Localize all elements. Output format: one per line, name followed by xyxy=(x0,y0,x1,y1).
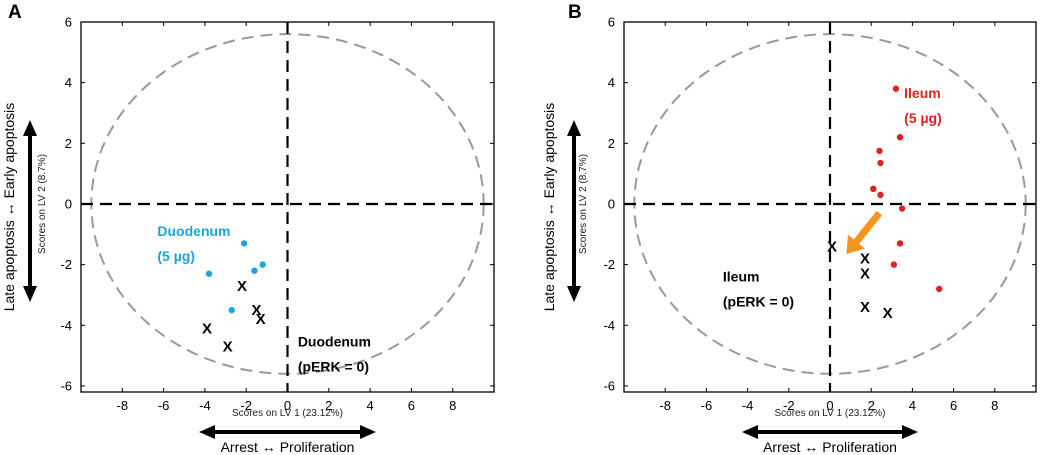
data-point-x: X xyxy=(827,238,837,255)
data-point xyxy=(935,285,943,293)
annotation-label: (pERK = 0) xyxy=(298,359,369,375)
x-arrow-label: Arrest ↔ Proliferation xyxy=(221,439,355,455)
x-arrow-head-right xyxy=(360,425,376,439)
data-point-x: X xyxy=(223,339,233,356)
data-point xyxy=(228,306,235,314)
data-point-x: X xyxy=(860,266,870,283)
panel-label: B xyxy=(568,2,582,23)
x-tick-label: 8 xyxy=(449,398,456,413)
y-tick-label: 0 xyxy=(65,196,72,211)
y-tick-label: 4 xyxy=(65,75,72,90)
y-tick-label: -2 xyxy=(60,257,72,272)
x-arrow-head-left xyxy=(742,425,758,439)
x-tick-label: -8 xyxy=(659,398,671,413)
x-tick-label: -2 xyxy=(783,398,795,413)
x-tick-label: 8 xyxy=(991,398,998,413)
data-point-x: X xyxy=(256,311,266,328)
data-point xyxy=(896,134,904,141)
annotation-label: Duodenum xyxy=(298,334,371,350)
y-tick-label: 6 xyxy=(608,15,615,30)
x-tick-label: 4 xyxy=(909,398,916,413)
data-point xyxy=(259,261,266,268)
y-tick-label: -2 xyxy=(603,257,615,272)
x-arrow-label: Arrest ↔ Proliferation xyxy=(763,439,897,455)
x-tick-label: 6 xyxy=(408,398,415,413)
annotation-label: Ileum xyxy=(723,268,760,284)
data-point xyxy=(877,191,884,199)
x-axis-label: Scores on LV 1 (23.12%) xyxy=(232,408,343,419)
y-arrow-head-top xyxy=(567,120,581,136)
x-tick-label: 2 xyxy=(325,398,332,413)
x-tick-label: 4 xyxy=(366,398,373,413)
y-tick-label: 2 xyxy=(608,136,615,151)
y-arrow-head-bottom xyxy=(567,286,581,302)
x-tick-label: 0 xyxy=(826,398,833,413)
y-axis-label: Scores on LV 2 (8.7%) xyxy=(37,154,48,254)
y-tick-label: 2 xyxy=(65,136,72,151)
y-arrow-head-top xyxy=(23,120,37,136)
data-point xyxy=(240,240,248,247)
data-point xyxy=(251,267,258,274)
y-tick-label: 6 xyxy=(65,15,72,30)
y-tick-label: -6 xyxy=(603,378,615,393)
x-tick-label: 0 xyxy=(284,398,291,413)
panel-a: A -8 -6 -4 -2 0 2 4 6 8 -6 -4 -2 0 2 4 6 Scores on LV 1 (… xyxy=(1,2,495,455)
x-tick-label: -6 xyxy=(701,398,713,413)
data-point xyxy=(870,185,877,193)
data-point-x: X xyxy=(860,251,870,268)
x-tick-label: -8 xyxy=(117,398,129,413)
data-point xyxy=(877,159,884,167)
data-point xyxy=(892,85,900,92)
annotation-label: Duodenum xyxy=(157,223,230,239)
y-axis-label: Scores on LV 2 (8.7%) xyxy=(578,154,589,254)
x-tick-label: 6 xyxy=(950,398,957,413)
data-point xyxy=(876,147,883,155)
data-point xyxy=(896,240,904,247)
x-tick-label: 2 xyxy=(868,398,875,413)
y-arrow-head-bottom xyxy=(23,286,37,302)
y-arrow-label: Late apoptosis ↔ Early apoptosis xyxy=(541,103,557,312)
y-tick-label: -4 xyxy=(603,318,615,333)
highlight-arrow-shaft xyxy=(853,210,883,244)
y-tick-label: -6 xyxy=(60,378,72,393)
data-point-x: X xyxy=(252,302,262,319)
y-tick-label: 0 xyxy=(608,196,615,211)
annotation-label: Ileum xyxy=(904,85,941,101)
annotation-label: (pERK = 0) xyxy=(723,293,794,309)
data-point-x: X xyxy=(883,305,893,322)
annotation-label: (5 µg) xyxy=(904,110,942,126)
data-point xyxy=(898,205,906,212)
data-point xyxy=(890,261,898,268)
data-point-x: X xyxy=(860,299,870,316)
highlight-arrow-head xyxy=(846,234,866,255)
x-tick-label: -4 xyxy=(199,398,211,413)
annotation-label: (5 µg) xyxy=(157,248,195,264)
data-point xyxy=(205,270,213,277)
y-arrow-label: Late apoptosis ↔ Early apoptosis xyxy=(1,103,17,312)
x-tick-label: -4 xyxy=(742,398,754,413)
x-tick-label: -2 xyxy=(240,398,252,413)
y-tick-label: 4 xyxy=(608,75,615,90)
panel-b: B -8 -6 -4 -2 0 2 4 6 8 -6 -4 -2 0 2 4 6 Scores on LV 1 (… xyxy=(541,2,1037,455)
x-axis-label: Scores on LV 1 (23.12%) xyxy=(775,408,886,419)
data-point-x: X xyxy=(202,320,212,337)
data-point-x: X xyxy=(237,278,247,295)
panel-label: A xyxy=(8,2,22,23)
x-arrow-head-right xyxy=(902,425,918,439)
x-arrow-head-left xyxy=(199,425,215,439)
y-tick-label: -4 xyxy=(60,318,72,333)
x-tick-label: -6 xyxy=(158,398,170,413)
